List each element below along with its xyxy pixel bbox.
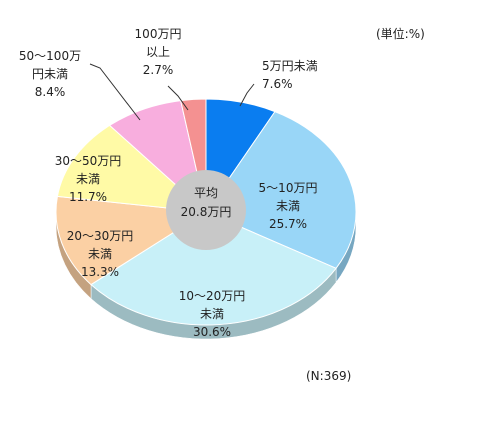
center-label-line2: 20.8万円 [181, 205, 232, 219]
center-circle [166, 170, 246, 250]
leader-line-5 [89, 63, 141, 121]
leader-lines [89, 63, 255, 121]
slice-4 [56, 124, 208, 213]
slice-label-2: 10～20万円未満 30.6% [179, 289, 246, 339]
slice-labels: 5万円未満 7.6% 5～10万円未満 25.7% 10～20万円未満 30.6% 20～3… [19, 27, 318, 339]
slice-label-3: 20～30万円未満 13.3% [67, 229, 134, 279]
slice-label-4: 30～50万円未満 11.7% [55, 154, 122, 204]
slice-1 [205, 111, 357, 269]
slice-label-5: 50～100万円未満 8.4% [19, 49, 81, 99]
unit-note: (単位:%) [376, 26, 425, 41]
sample-size-note: (N:369) [306, 369, 351, 383]
leader-line-6 [167, 85, 189, 111]
slice-label-0: 5万円未満 7.6% [262, 59, 318, 91]
center-label-line1: 平均 [194, 186, 218, 200]
leader-line-0 [239, 83, 255, 107]
slice-2 [90, 211, 337, 326]
slice-label-1: 5～10万円未満 25.7% [259, 181, 318, 231]
slice-label-6: 100万円以上 2.7% [135, 27, 182, 77]
